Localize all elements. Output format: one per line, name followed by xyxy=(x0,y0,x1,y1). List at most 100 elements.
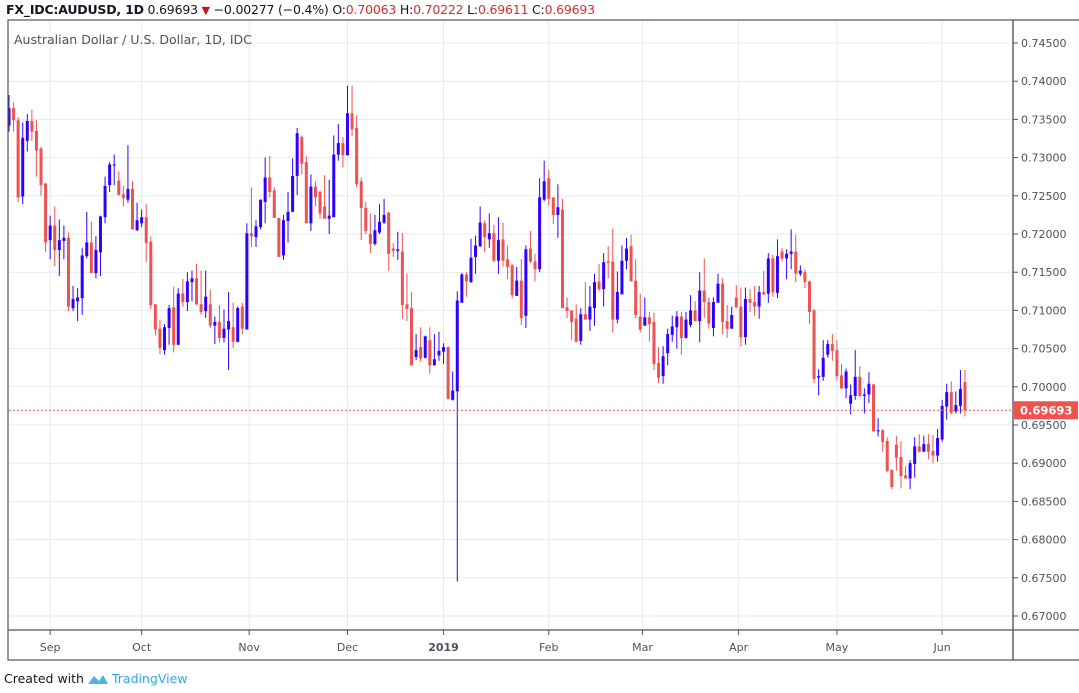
candle-body xyxy=(80,255,84,299)
candle-body xyxy=(149,241,153,306)
candle-down xyxy=(904,466,908,479)
candle-body xyxy=(167,308,171,328)
candle-body xyxy=(625,248,629,261)
candle-body xyxy=(528,248,532,262)
candle-up xyxy=(908,460,912,490)
candle-down xyxy=(780,247,784,262)
candle-body xyxy=(817,376,821,378)
candle-body xyxy=(542,181,546,200)
candle-body xyxy=(794,251,798,274)
candle-body xyxy=(693,310,697,322)
candle-up xyxy=(853,350,857,400)
close-value: 0.69693 xyxy=(544,2,595,17)
time-axis[interactable]: Sep Oct Nov Dec 2019 Feb Mar Apr May Jun xyxy=(40,630,951,654)
candle-body xyxy=(213,321,217,326)
candle-up xyxy=(945,383,949,420)
candle-body xyxy=(34,130,38,151)
candle-body xyxy=(350,113,354,130)
candle-body xyxy=(172,307,176,345)
candles xyxy=(7,85,967,582)
candle-down xyxy=(89,221,93,273)
candle-down xyxy=(611,228,615,333)
candle-down xyxy=(34,120,38,177)
candle-body xyxy=(460,274,464,303)
candle-up xyxy=(666,328,670,366)
candle-down xyxy=(899,441,903,489)
candle-up xyxy=(396,231,400,260)
candle-up xyxy=(57,219,61,277)
candle-body xyxy=(217,321,221,338)
candle-up xyxy=(112,154,116,186)
candle-up xyxy=(442,343,446,364)
y-tick-label: 0.67000 xyxy=(1021,610,1067,623)
candle-body xyxy=(821,357,825,377)
tradingview-link[interactable]: TradingView xyxy=(111,671,188,686)
candle-body xyxy=(670,326,674,335)
candle-up xyxy=(798,265,802,277)
candle-body xyxy=(757,292,761,307)
candle-body xyxy=(345,113,349,156)
candle-up xyxy=(286,191,290,243)
candle-body xyxy=(702,290,706,302)
candle-down xyxy=(410,292,414,366)
candle-down xyxy=(794,234,798,283)
candle-body xyxy=(876,430,880,432)
candle-down xyxy=(208,289,212,328)
x-tick-label: 2019 xyxy=(428,641,459,654)
candle-body xyxy=(629,246,633,282)
candle-body xyxy=(332,154,336,218)
candle-up xyxy=(309,174,313,231)
candle-body xyxy=(524,249,528,316)
candle-down xyxy=(638,293,642,333)
candle-body xyxy=(144,217,148,244)
candle-down xyxy=(835,340,839,381)
candle-body xyxy=(862,394,866,396)
candle-down xyxy=(725,305,729,338)
close-label: C: xyxy=(532,2,545,17)
last-price-label: 0.69693 xyxy=(1020,403,1072,417)
candle-body xyxy=(853,376,857,396)
candle-body xyxy=(254,226,258,238)
candle-body xyxy=(936,437,940,456)
candle-body xyxy=(515,280,519,296)
candle-body xyxy=(547,178,551,199)
candle-body xyxy=(826,344,830,355)
candle-up xyxy=(849,384,853,415)
candle-body xyxy=(890,470,894,487)
candle-down xyxy=(144,204,148,263)
candle-up xyxy=(743,287,747,345)
candle-down xyxy=(830,334,834,361)
candle-down xyxy=(570,310,574,341)
candle-up xyxy=(579,308,583,345)
candle-down xyxy=(597,263,601,292)
x-tick-label: Oct xyxy=(132,641,152,654)
candle-body xyxy=(16,120,20,198)
candle-body xyxy=(606,261,610,264)
candle-body xyxy=(85,242,89,257)
candle-down xyxy=(606,246,610,279)
symbol-name[interactable]: FX_IDC:AUDUSD, 1D xyxy=(6,2,144,17)
x-tick-label: Nov xyxy=(238,641,260,654)
candle-up xyxy=(958,369,962,414)
candle-down xyxy=(533,253,537,282)
tradingview-logo-icon[interactable] xyxy=(87,672,109,686)
candle-body xyxy=(807,281,811,312)
candle-body xyxy=(108,164,112,186)
candle-up xyxy=(190,270,194,302)
candle-body xyxy=(551,197,555,215)
candle-body xyxy=(679,316,683,338)
candle-up xyxy=(766,253,770,303)
candle-up xyxy=(615,271,619,324)
y-tick-label: 0.73000 xyxy=(1021,152,1067,165)
candle-up xyxy=(698,272,702,343)
candle-down xyxy=(931,434,935,464)
candle-down xyxy=(217,305,221,343)
candle-body xyxy=(368,234,372,244)
candle-up xyxy=(478,206,482,247)
candle-body xyxy=(789,251,793,254)
price-axis[interactable]: 0.74500 0.74000 0.73500 0.73000 0.72500 0.720… xyxy=(1013,37,1067,623)
candle-down xyxy=(753,285,757,316)
candle-body xyxy=(153,304,157,330)
candle-body xyxy=(295,133,299,176)
